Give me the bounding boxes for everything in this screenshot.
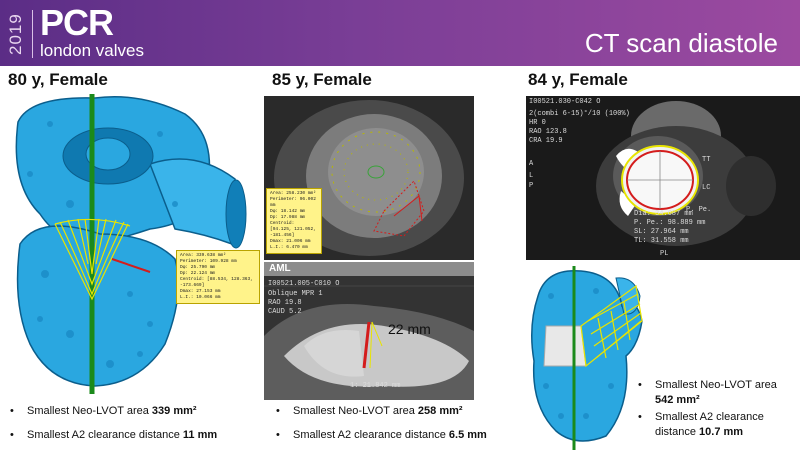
bullet-value: 11 mm xyxy=(182,429,218,441)
ct-readout-line: SL: 27.964 mm xyxy=(634,228,689,236)
bullet-value: 542 mm² xyxy=(655,394,700,406)
ct-readout-line: P. Pe.: 98.889 mm xyxy=(634,219,706,227)
bullet-value: 339 mm² xyxy=(151,405,197,417)
callout-line: Area: 339.638 mm² xyxy=(180,253,226,258)
bullet-text: Smallest A2 clearance distance xyxy=(293,429,449,441)
callout-line: Area: 258.230 mm² xyxy=(270,191,316,196)
bullet-neo-lvot-area: • Smallest Neo-LVOT area 258 mm² xyxy=(276,404,526,419)
bullet-dot-icon: • xyxy=(276,405,280,417)
patient-2-findings: • Smallest Neo-LVOT area 258 mm² • Small… xyxy=(276,404,526,450)
bullet-dot-icon: • xyxy=(638,411,642,423)
patient-1-heading: 80 y, Female xyxy=(8,70,108,89)
ct-orientation-mark: TT xyxy=(702,156,711,164)
callout-line: Dφ: 18.142 mm xyxy=(270,209,306,214)
ct-overlay-id-3: I00521.030-C042 O xyxy=(529,98,601,106)
bullet-text: Smallest Neo-LVOT area xyxy=(655,379,777,391)
bullet-dot-icon: • xyxy=(10,429,14,441)
bullet-a2-clearance: • Smallest A2 clearance distance 6.5 mm xyxy=(276,428,526,443)
ct-short-axis-image xyxy=(526,96,800,260)
callout-line: Centroid: [94.125, 121.052, -181.456] xyxy=(270,221,316,238)
callout-line: Perimeter: 109.928 mm xyxy=(180,259,237,264)
ct-overlay-line: RAO 19.8 xyxy=(268,299,302,307)
ct-orientation-mark: L xyxy=(529,172,534,180)
callout-line: L.I.: 10.066 mm xyxy=(180,295,221,300)
bullet-dot-icon: • xyxy=(10,405,14,417)
patient-1-findings: • Smallest Neo-LVOT area 339 mm² • Small… xyxy=(10,404,260,450)
ct-orientation-mark: A xyxy=(529,160,534,168)
callout-line: Dp: 17.988 mm xyxy=(270,215,306,220)
ct-orientation-mark: P. Pe. xyxy=(686,206,712,214)
ct-readout-line: TL: 31.558 mm xyxy=(634,237,689,245)
patient-3-ct-short-axis: I00521.030-C042 O 2(combi 6-15)°/10 (100… xyxy=(526,96,800,260)
ct-measurement-readout: Dia: 34.687 mm P. Pe.: 98.889 mm SL: 27.… xyxy=(634,210,705,246)
bullet-dot-icon: • xyxy=(276,429,280,441)
bullet-text: Smallest A2 clearance distance xyxy=(27,429,183,441)
ct-overlay-line: HR 0 xyxy=(529,119,546,127)
callout-line: Dmax: 21.006 mm xyxy=(270,239,311,244)
measurement-callout-1: Area: 339.638 mm² Perimeter: 109.928 mm … xyxy=(176,250,260,304)
logo-divider xyxy=(32,10,33,58)
clearance-measure-label: 22 mm xyxy=(388,321,431,337)
bullet-value: 10.7 mm xyxy=(699,426,744,438)
ct-orientation-mark: LC xyxy=(702,184,711,192)
patient-3-heading: 84 y, Female xyxy=(528,70,628,89)
bullet-a2-clearance: • Smallest A2 clearance distance 11 mm xyxy=(10,428,260,443)
patient-3-findings: • Smallest Neo-LVOT area 542 mm² • Small… xyxy=(638,378,798,449)
ct-overlay-line: CRA 19.9 xyxy=(529,137,563,145)
callout-line: Dp: 22.124 mm xyxy=(180,271,216,276)
ct-overlay-view-2: Oblique MPR 1 RAO 19.8 CAUD 5.2 xyxy=(268,290,323,317)
bullet-dot-icon: • xyxy=(638,379,642,391)
callout-line: L.I.: 6.470 mm xyxy=(270,245,308,250)
callout-line: Dmax: 27.153 mm xyxy=(180,289,221,294)
ct-overlay-line: 2(combi 6-15)°/10 (100%) xyxy=(529,110,630,118)
bullet-neo-lvot-area: • Smallest Neo-LVOT area 542 mm² xyxy=(638,378,798,408)
patient-1-3d-model: Area: 339.638 mm² Perimeter: 109.928 mm … xyxy=(0,94,262,394)
measurement-callout-2: Area: 258.230 mm² Perimeter: 96.002 mm D… xyxy=(266,188,322,254)
logo-pcr: PCR xyxy=(40,2,114,43)
slide-title: CT scan diastole xyxy=(584,28,778,58)
bullet-value: 6.5 mm xyxy=(448,429,487,441)
bullet-a2-clearance: • Smallest A2 clearance distance 10.7 mm xyxy=(638,410,798,440)
ct-overlay-view-3: 2(combi 6-15)°/10 (100%) HR 0 RAO 123.8 … xyxy=(529,110,630,146)
bullet-neo-lvot-area: • Smallest Neo-LVOT area 339 mm² xyxy=(10,404,260,419)
header-banner: 2019 PCR london valves CT scan diastole xyxy=(0,0,800,66)
patient-3-3d-model xyxy=(526,266,644,450)
bullet-text: Smallest Neo-LVOT area xyxy=(293,405,418,417)
ct-overlay-line: Oblique MPR 1 xyxy=(268,290,323,298)
ct-overlay-line: CAUD 5.2 xyxy=(268,308,302,316)
bullet-text: Smallest A2 clearance distance xyxy=(655,411,764,438)
ct-overlay-id-2: I00521.005-C010 O xyxy=(268,280,340,288)
patient-2-ct-axial: Area: 258.230 mm² Perimeter: 96.002 mm D… xyxy=(264,96,474,260)
heart-model-1-image xyxy=(15,94,247,394)
patient-2-heading: 85 y, Female xyxy=(272,70,372,89)
ct-overlay-line: RAO 123.8 xyxy=(529,128,567,136)
bullet-value: 258 mm² xyxy=(417,405,463,417)
ct-bottom-readout: 1: 21.842 mm xyxy=(350,382,401,390)
heart-model-3-image xyxy=(531,266,643,450)
ct-long-axis-image xyxy=(264,276,474,400)
callout-line: Centroid: [88.534, 128.363, -173.669] xyxy=(180,277,253,288)
ct-corner-mark: PL xyxy=(660,250,669,258)
conference-year: 2019 xyxy=(6,13,25,55)
callout-line: Perimeter: 96.002 mm xyxy=(270,197,316,208)
bullet-text: Smallest Neo-LVOT area xyxy=(27,405,152,417)
aml-label-bar: AML xyxy=(264,262,474,276)
callout-line: Dφ: 25.790 mm xyxy=(180,265,216,270)
ct-readout-line: Dia: 34.687 mm xyxy=(634,210,693,218)
patient-2-ct-long-axis: I00521.005-C010 O Oblique MPR 1 RAO 19.8… xyxy=(264,276,474,400)
ct-orientation-mark: P xyxy=(529,182,534,190)
logo-subtitle: london valves xyxy=(40,41,144,60)
